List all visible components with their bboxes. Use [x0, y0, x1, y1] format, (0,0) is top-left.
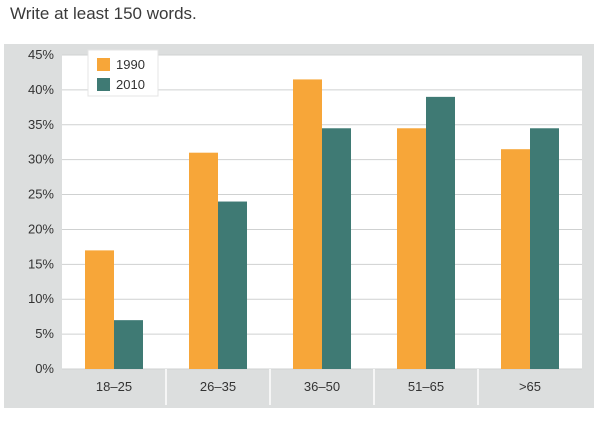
y-axis-ticks: 0% 5% 10% 15% 20% 25% 30% 35% 40% 45% — [28, 47, 54, 376]
bars — [85, 79, 559, 369]
y-tick-label: 45% — [28, 47, 54, 62]
bar-1990-5 — [501, 149, 530, 369]
legend-label-2010: 2010 — [116, 77, 145, 92]
y-tick-label: 15% — [28, 256, 54, 271]
legend: 1990 2010 — [87, 49, 159, 97]
legend-swatch-1990 — [97, 58, 110, 71]
bar-2010-4 — [426, 96, 455, 369]
x-category-label: >65 — [519, 379, 541, 394]
y-tick-label: 30% — [28, 152, 54, 167]
x-category-label: 26–35 — [200, 379, 236, 394]
y-tick-label: 0% — [35, 361, 54, 376]
instruction-text: Write at least 150 words. — [10, 4, 197, 23]
y-tick-label: 10% — [28, 291, 54, 306]
bar-1990-2 — [189, 152, 218, 369]
bar-1990-4 — [397, 128, 426, 369]
y-tick-label: 5% — [35, 326, 54, 341]
bar-1990-3 — [293, 79, 322, 369]
y-tick-label: 20% — [28, 221, 54, 236]
legend-swatch-2010 — [97, 78, 110, 91]
y-tick-label: 40% — [28, 82, 54, 97]
bar-1990-1 — [85, 250, 114, 369]
x-category-label: 36–50 — [304, 379, 340, 394]
bar-2010-1 — [114, 320, 143, 369]
x-category-label: 18–25 — [96, 379, 132, 394]
legend-label-1990: 1990 — [116, 57, 145, 72]
x-category-label: 51–65 — [408, 379, 444, 394]
bar-2010-3 — [322, 128, 351, 369]
bar-2010-5 — [530, 128, 559, 369]
bar-2010-2 — [218, 201, 247, 369]
y-tick-label: 25% — [28, 187, 54, 202]
y-tick-label: 35% — [28, 117, 54, 132]
x-axis-categories: 18–25 26–35 36–50 51–65 >65 — [96, 369, 541, 405]
